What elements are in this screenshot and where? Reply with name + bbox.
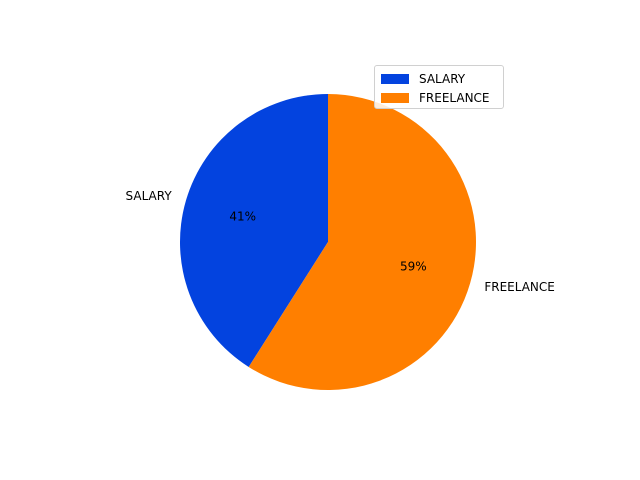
slice-label-salary: SALARY (126, 189, 173, 203)
pct-label-salary: 41% (229, 210, 256, 224)
pie-slice-salary (179, 94, 328, 367)
pct-label-freelance: 59% (400, 259, 427, 273)
pie-slices (179, 94, 476, 390)
pie-slice-freelance (248, 94, 476, 390)
pie-labels: SALARY 41% FREELANCE 59% (126, 189, 555, 294)
legend-item-salary: SALARY (381, 69, 497, 88)
legend-swatch-salary (381, 73, 409, 84)
legend-swatch-freelance (381, 92, 409, 103)
legend: SALARY FREELANCE (374, 65, 504, 109)
legend-label-freelance: FREELANCE (419, 90, 490, 105)
slice-label-freelance: FREELANCE (484, 280, 555, 294)
legend-label-salary: SALARY (419, 71, 466, 86)
legend-item-freelance: FREELANCE (381, 88, 497, 107)
